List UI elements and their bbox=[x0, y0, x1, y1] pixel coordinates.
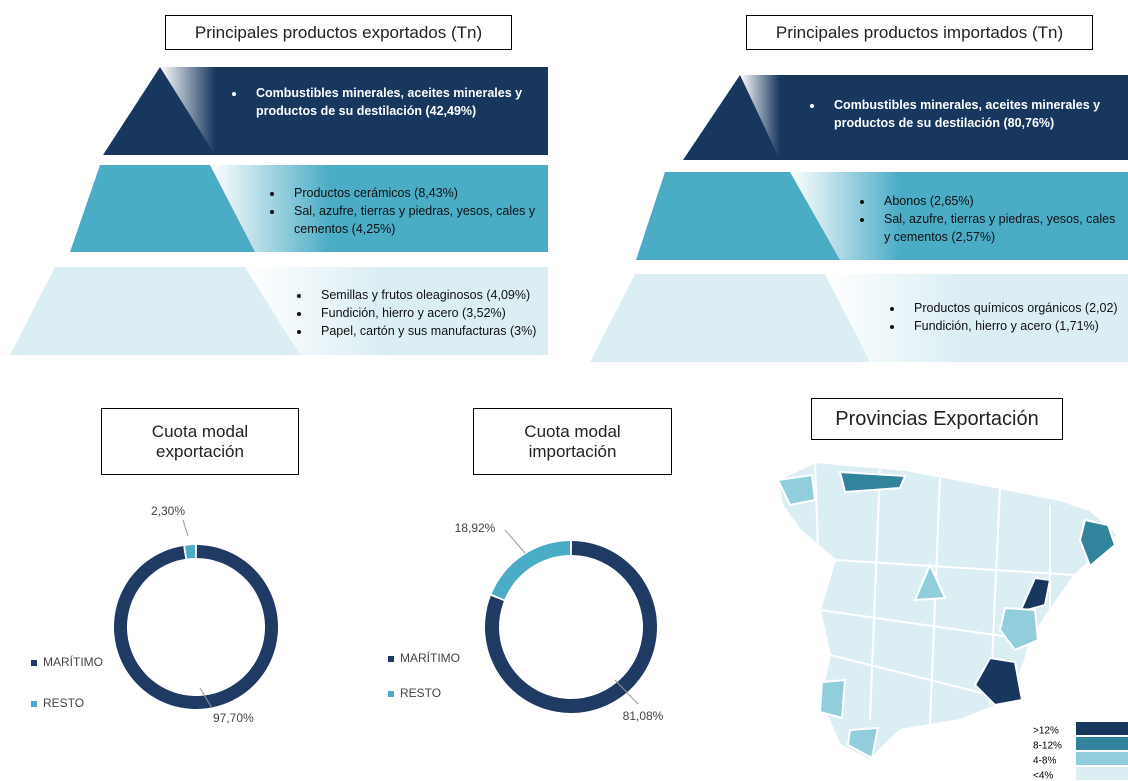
value-label: 97,70% bbox=[213, 711, 254, 725]
tier-item: Productos cerámicos (8,43%) bbox=[284, 184, 546, 202]
map-legend-swatch bbox=[1076, 737, 1128, 750]
donut-title: Cuota modal exportación bbox=[101, 408, 299, 475]
map-lines bbox=[814, 461, 1076, 726]
tier-list: Combustibles minerales, aceites minerale… bbox=[796, 96, 1116, 132]
donut-segment bbox=[491, 541, 571, 600]
legend-swatch bbox=[388, 656, 394, 662]
tier-list: Productos químicos orgánicos (2,02)Fundi… bbox=[876, 299, 1126, 335]
map-legend-label: >12% bbox=[1033, 726, 1059, 737]
tier-fade bbox=[160, 67, 215, 155]
legend-swatch bbox=[388, 691, 394, 697]
region bbox=[776, 473, 817, 507]
region bbox=[846, 726, 880, 760]
legend-label: RESTO bbox=[43, 696, 84, 710]
map-legend-label: 8-12% bbox=[1033, 741, 1062, 752]
tier-item: Sal, azufre, tierras y piedras, yesos, c… bbox=[284, 202, 546, 238]
tier-item: Semillas y frutos oleaginosos (4,09%) bbox=[311, 286, 545, 304]
tier-item: Papel, cartón y sus manufacturas (3%) bbox=[311, 322, 545, 340]
tier-item: Combustibles minerales, aceites minerale… bbox=[246, 84, 538, 120]
tier-list: Combustibles minerales, aceites minerale… bbox=[218, 84, 538, 120]
value-label: 18,92% bbox=[455, 521, 496, 535]
tier-fade bbox=[790, 172, 900, 260]
leader-line bbox=[199, 687, 213, 709]
leader-line bbox=[182, 519, 189, 537]
legend-swatch bbox=[31, 701, 37, 707]
tier-list: Productos cerámicos (8,43%)Sal, azufre, … bbox=[256, 184, 546, 238]
legend-swatch bbox=[31, 660, 37, 666]
map-legend-label: <4% bbox=[1033, 771, 1053, 781]
leader-line bbox=[614, 679, 639, 705]
tier-item: Fundición, hierro y acero (3,52%) bbox=[311, 304, 545, 322]
tier-fade bbox=[210, 165, 330, 252]
tier-item: Fundición, hierro y acero (1,71%) bbox=[904, 317, 1126, 335]
tier-item: Sal, azufre, tierras y piedras, yesos, c… bbox=[874, 210, 1116, 246]
region bbox=[998, 606, 1040, 652]
legend-label: MARÍTIMO bbox=[43, 654, 103, 669]
import-title: Principales productos importados (Tn) bbox=[746, 15, 1093, 50]
tier-band bbox=[683, 75, 1128, 160]
tier-fade bbox=[245, 267, 380, 355]
leader-line bbox=[504, 529, 526, 554]
donut-segment bbox=[185, 545, 196, 559]
map-legend-label: 4-8% bbox=[1033, 756, 1056, 767]
tier-item: Productos químicos orgánicos (2,02) bbox=[904, 299, 1126, 317]
region bbox=[973, 656, 1024, 707]
legend-label: MARÍTIMO bbox=[400, 650, 460, 665]
region bbox=[1018, 576, 1052, 614]
export-title: Principales productos exportados (Tn) bbox=[165, 15, 512, 50]
map bbox=[776, 460, 1120, 762]
tier-item: Abonos (2,65%) bbox=[874, 192, 1116, 210]
region bbox=[838, 470, 907, 494]
legend-label: RESTO bbox=[400, 686, 441, 700]
region bbox=[913, 562, 947, 602]
value-label: 2,30% bbox=[151, 504, 185, 518]
donut-segment bbox=[114, 545, 278, 709]
region bbox=[818, 678, 847, 720]
map-title: Provincias Exportación bbox=[811, 398, 1063, 440]
tier-list: Abonos (2,65%)Sal, azufre, tierras y pie… bbox=[846, 192, 1116, 246]
map-legend-swatch bbox=[1076, 752, 1128, 765]
tier-fade bbox=[825, 274, 960, 362]
tier-fade bbox=[740, 75, 780, 160]
tier-list: Semillas y frutos oleaginosos (4,09%)Fun… bbox=[283, 286, 545, 340]
map-legend-swatch bbox=[1076, 767, 1128, 780]
map-legend-swatch bbox=[1076, 722, 1128, 735]
value-label: 81,08% bbox=[623, 709, 664, 723]
region bbox=[1078, 518, 1117, 568]
tier-item: Combustibles minerales, aceites minerale… bbox=[824, 96, 1116, 132]
donut-title: Cuota modal importación bbox=[473, 408, 672, 475]
